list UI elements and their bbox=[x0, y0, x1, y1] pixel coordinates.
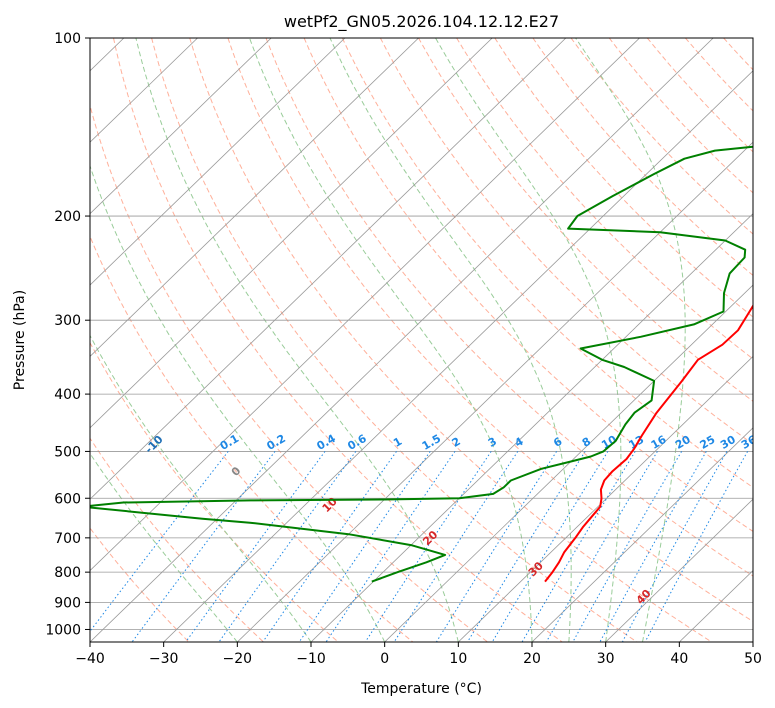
y-tick-label: 400 bbox=[54, 387, 81, 403]
isotherm-line bbox=[90, 38, 198, 143]
x-tick-label: 40 bbox=[670, 651, 688, 667]
x-tick-label: 0 bbox=[380, 651, 389, 667]
isotherm-line bbox=[605, 498, 753, 642]
y-tick-label: 200 bbox=[54, 209, 81, 225]
dry-adiabat-line bbox=[341, 38, 753, 489]
isotherm-line bbox=[90, 38, 272, 215]
dry-adiabat-line bbox=[151, 38, 638, 642]
mixing-ratio-line bbox=[545, 451, 658, 642]
dry-adiabat-line bbox=[227, 38, 753, 622]
dry-adiabat-line bbox=[646, 38, 753, 153]
isotherm-line bbox=[237, 141, 753, 642]
mixing-ratio-line bbox=[572, 451, 683, 642]
x-tick-label: 10 bbox=[449, 651, 467, 667]
x-tick-label: −10 bbox=[296, 651, 326, 667]
x-tick-label: −40 bbox=[75, 651, 105, 667]
x-axis-label: Temperature (°C) bbox=[360, 681, 482, 697]
moist-adiabat-line bbox=[135, 38, 459, 642]
y-tick-label: 900 bbox=[54, 595, 81, 611]
isotherm-line bbox=[90, 38, 567, 500]
tick-layer: −40 −30 −20 −10 0 10 20 30 40 50 100 200 300 400 500 60… bbox=[45, 31, 762, 667]
y-tick-label: 1000 bbox=[45, 622, 81, 638]
series-layer bbox=[90, 145, 753, 583]
plot-frame bbox=[89, 37, 754, 643]
isotherm-line bbox=[163, 70, 753, 642]
mixing-ratio-line bbox=[325, 451, 456, 642]
x-tick-label: 50 bbox=[744, 651, 762, 667]
y-tick-label: 600 bbox=[54, 491, 81, 507]
y-tick-label: 300 bbox=[54, 313, 81, 329]
moist-adiabat-line bbox=[329, 38, 572, 642]
isotherm-line bbox=[458, 355, 753, 642]
temperature-profile-line bbox=[544, 303, 753, 583]
mixing-ratio-label: 36 bbox=[739, 433, 759, 452]
isotherm-line bbox=[90, 38, 714, 642]
dry-adiabat-line bbox=[90, 103, 488, 642]
dry-adiabat-line bbox=[379, 38, 753, 445]
mixing-ratio-line bbox=[644, 451, 749, 642]
y-tick-label: 800 bbox=[54, 565, 81, 581]
y-axis-label: Pressure (hPa) bbox=[12, 290, 28, 390]
dry-adiabat-line bbox=[456, 38, 753, 360]
mixing-ratio-line bbox=[90, 451, 229, 633]
dry-adiabat-line bbox=[532, 38, 753, 277]
mixing-ratio-line bbox=[435, 451, 558, 642]
dry-adiabat-line bbox=[90, 235, 414, 642]
isotherm-line bbox=[90, 38, 346, 286]
mixing-ratio-line bbox=[521, 451, 636, 642]
isotherm-line bbox=[90, 38, 640, 572]
y-tick-label: 700 bbox=[54, 531, 81, 547]
moist-adiabat-line bbox=[249, 38, 533, 642]
isotherm-line bbox=[90, 38, 419, 357]
chart-title: wetPf2_GN05.2026.104.12.12.E27 bbox=[284, 12, 559, 32]
moist-adiabat-line bbox=[90, 164, 386, 642]
moist-adiabat-line bbox=[435, 38, 622, 642]
x-tick-label: −30 bbox=[149, 651, 179, 667]
dry-adiabat-line bbox=[418, 38, 753, 402]
y-tick-label: 500 bbox=[54, 444, 81, 460]
x-tick-label: 20 bbox=[523, 651, 541, 667]
isotherm-line bbox=[384, 284, 753, 642]
dewpoint-profile-line bbox=[90, 145, 753, 583]
mixing-ratio-line bbox=[218, 451, 357, 642]
y-tick-label: 100 bbox=[54, 31, 81, 47]
dry-adiabat-line bbox=[90, 341, 339, 642]
isotherm-line bbox=[90, 38, 493, 429]
mixing-ratio-line bbox=[467, 451, 586, 642]
dry-adiabat-line bbox=[303, 38, 753, 532]
x-tick-label: 30 bbox=[597, 651, 615, 667]
dry-adiabat-line bbox=[113, 38, 563, 642]
dry-adiabat-line bbox=[570, 38, 753, 235]
mixing-ratio-line bbox=[621, 451, 728, 642]
x-tick-label: −20 bbox=[223, 651, 253, 667]
dry-adiabat-line bbox=[189, 38, 712, 642]
dry-adiabat-line bbox=[265, 38, 753, 577]
isotherm-line bbox=[531, 427, 753, 642]
